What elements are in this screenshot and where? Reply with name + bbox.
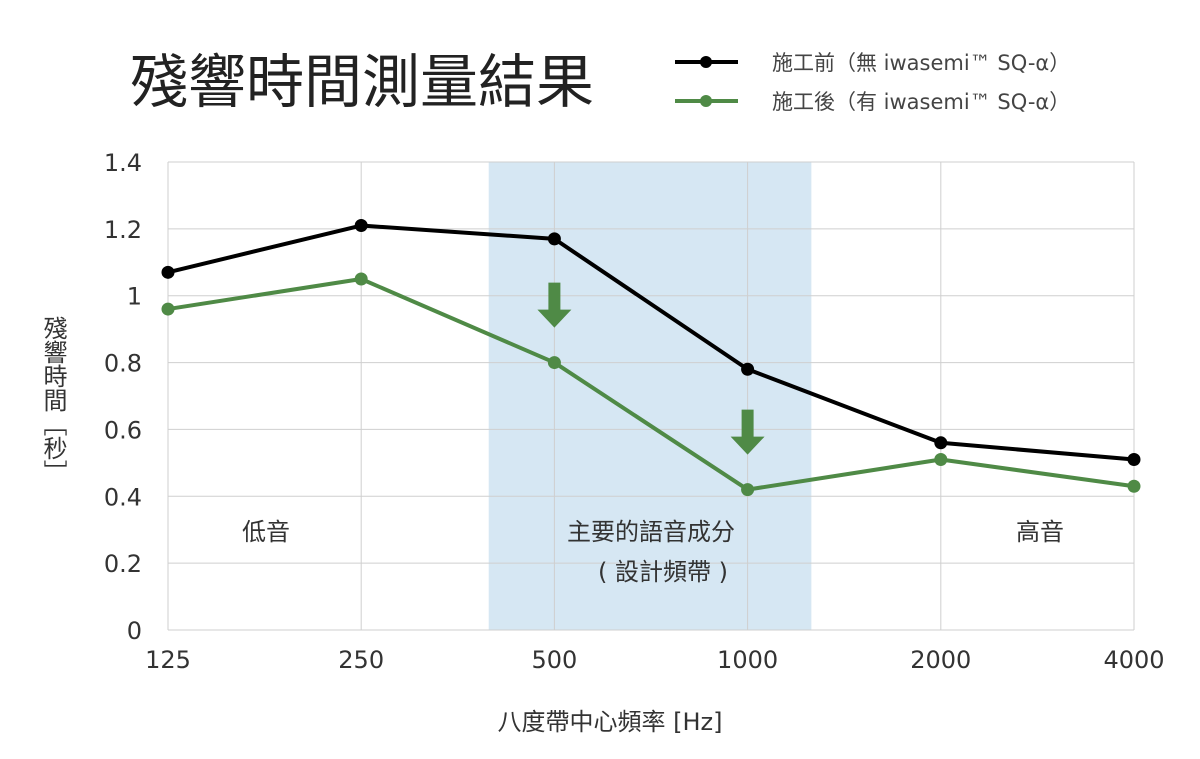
x-axis-label: 八度帶中心頻率 [Hz] xyxy=(498,708,723,736)
series-line-before xyxy=(167,223,1135,462)
y-tick-label: 0.8 xyxy=(104,350,142,378)
data-point-after xyxy=(934,453,948,467)
data-point-before xyxy=(741,362,755,376)
axis-ticks: 0 0.2 0.4 0.6 0.8 1 1.2 1.4 125 250 500 1000 2000 400… xyxy=(104,149,1165,674)
x-tick-label: 250 xyxy=(338,646,384,674)
y-axis-label: 殘響時間［秒］ xyxy=(39,316,67,484)
legend-label-after: 施工後（有 iwasemi™ SQ-α） xyxy=(772,90,1070,114)
data-point-before xyxy=(161,265,175,279)
y-tick-label: 0.4 xyxy=(104,483,142,511)
x-tick-label: 4000 xyxy=(1103,646,1164,674)
y-tick-label: 0.6 xyxy=(104,416,142,444)
legend-label-before: 施工前（無 iwasemi™ SQ-α） xyxy=(772,51,1070,75)
data-point-after xyxy=(547,356,561,370)
data-point-before xyxy=(547,232,561,246)
x-tick-label: 1000 xyxy=(717,646,778,674)
data-point-before xyxy=(1127,453,1141,467)
down-arrow-icon xyxy=(730,409,765,455)
arrow-annotations xyxy=(537,282,765,455)
legend-marker-after xyxy=(700,95,712,107)
grid-lines xyxy=(167,161,1135,631)
x-tick-label: 500 xyxy=(531,646,577,674)
chart-title: 殘響時間測量結果 xyxy=(130,48,594,116)
high-freq-label: 高音 xyxy=(1016,518,1064,546)
legend-marker-before xyxy=(700,56,712,68)
legend: 施工前（無 iwasemi™ SQ-α） 施工後（有 iwasemi™ SQ-α… xyxy=(675,51,1070,114)
series-layer xyxy=(161,219,1141,497)
y-tick-label: 1.2 xyxy=(104,216,142,244)
y-tick-label: 1 xyxy=(127,283,142,311)
data-point-after xyxy=(161,302,175,316)
data-point-before xyxy=(934,436,948,450)
data-point-after xyxy=(741,483,755,497)
low-freq-label: 低音 xyxy=(242,518,290,546)
data-point-before xyxy=(354,219,368,233)
speech-band-label: 主要的語音成分 xyxy=(567,518,735,546)
y-tick-label: 0 xyxy=(127,617,142,645)
data-point-after xyxy=(354,272,368,286)
y-tick-label: 0.2 xyxy=(104,550,142,578)
data-point-after xyxy=(1127,479,1141,493)
down-arrow-icon xyxy=(537,282,572,328)
y-tick-label: 1.4 xyxy=(104,149,142,177)
series-line-after xyxy=(167,277,1135,492)
design-band-label: ( 設計頻帶 ) xyxy=(598,558,728,586)
x-tick-label: 2000 xyxy=(910,646,971,674)
x-tick-label: 125 xyxy=(145,646,191,674)
